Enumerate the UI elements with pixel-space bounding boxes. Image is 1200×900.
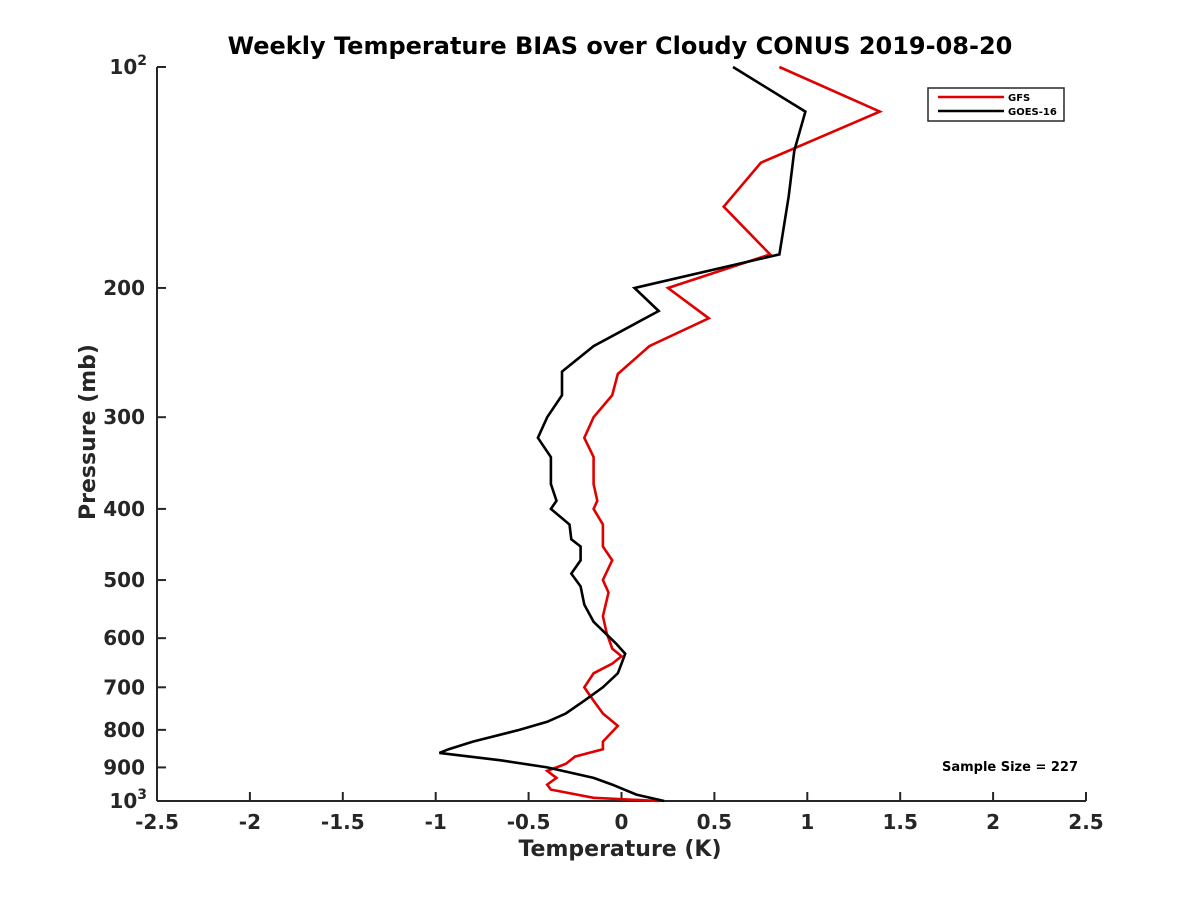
x-tick-label: 1.5 bbox=[882, 810, 917, 834]
x-tick-label: -1 bbox=[425, 810, 447, 834]
y-tick-label: 800 bbox=[103, 718, 145, 742]
y-tick-label: 200 bbox=[103, 276, 145, 300]
y-tick-label: 500 bbox=[103, 568, 145, 592]
x-axis-label: Temperature (K) bbox=[518, 837, 721, 862]
y-tick-label: 103 bbox=[109, 787, 147, 813]
x-tick-label: 2 bbox=[986, 810, 1000, 834]
legend: GFS GOES-16 bbox=[927, 87, 1065, 122]
x-tick-label: 0 bbox=[615, 810, 629, 834]
y-tick-label: 400 bbox=[103, 497, 145, 521]
legend-label: GOES-16 bbox=[1008, 107, 1057, 118]
x-tick-label: 1 bbox=[800, 810, 814, 834]
y-axis-label: Pressure (mb) bbox=[76, 344, 101, 520]
x-tick-label: 0.5 bbox=[697, 810, 732, 834]
legend-box bbox=[927, 87, 1065, 122]
x-tick-label: -2 bbox=[239, 810, 261, 834]
x-tick-label: -1.5 bbox=[321, 810, 365, 834]
axes: -2.5 -2 -1.5 -1 -0.5 0 0.5 1 1.5 2 2.5 102 200 300 400… bbox=[103, 53, 1103, 834]
x-tick-label: -2.5 bbox=[135, 810, 179, 834]
y-tick-label: 600 bbox=[103, 626, 145, 650]
series-line-goes-16 bbox=[438, 65, 807, 803]
legend-label: GFS bbox=[1008, 93, 1030, 104]
y-tick-label: 900 bbox=[103, 755, 145, 779]
y-tick-label: 700 bbox=[103, 675, 145, 699]
x-tick-label: -0.5 bbox=[507, 810, 551, 834]
x-tick-label: 2.5 bbox=[1068, 810, 1103, 834]
y-tick-label: 300 bbox=[103, 405, 145, 429]
chart-title: Weekly Temperature BIAS over Cloudy CONU… bbox=[228, 32, 1013, 60]
sample-size-annotation: Sample Size = 227 bbox=[942, 760, 1078, 775]
y-tick-label: 102 bbox=[109, 53, 147, 79]
series-line-gfs bbox=[544, 65, 884, 803]
series-layer bbox=[438, 65, 884, 803]
